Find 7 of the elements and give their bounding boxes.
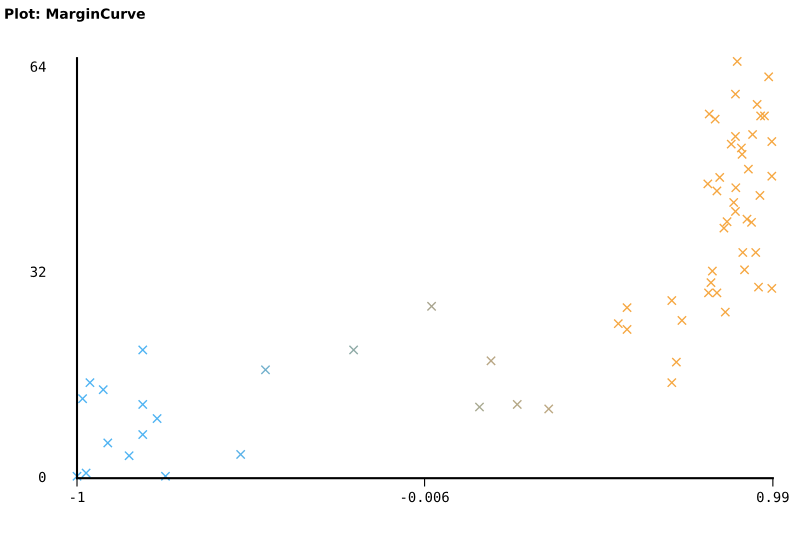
x-tick-label: 0.99 [757, 492, 789, 502]
x-tick-label: -1 [71, 492, 84, 502]
x-tick-label: -0.006 [402, 492, 449, 502]
y-tick-label: 32 [30, 266, 46, 278]
y-tick-label: 64 [30, 61, 46, 72]
chart-title: Plot: MarginCurve [5, 8, 145, 22]
y-tick-label: 0 [38, 472, 46, 482]
